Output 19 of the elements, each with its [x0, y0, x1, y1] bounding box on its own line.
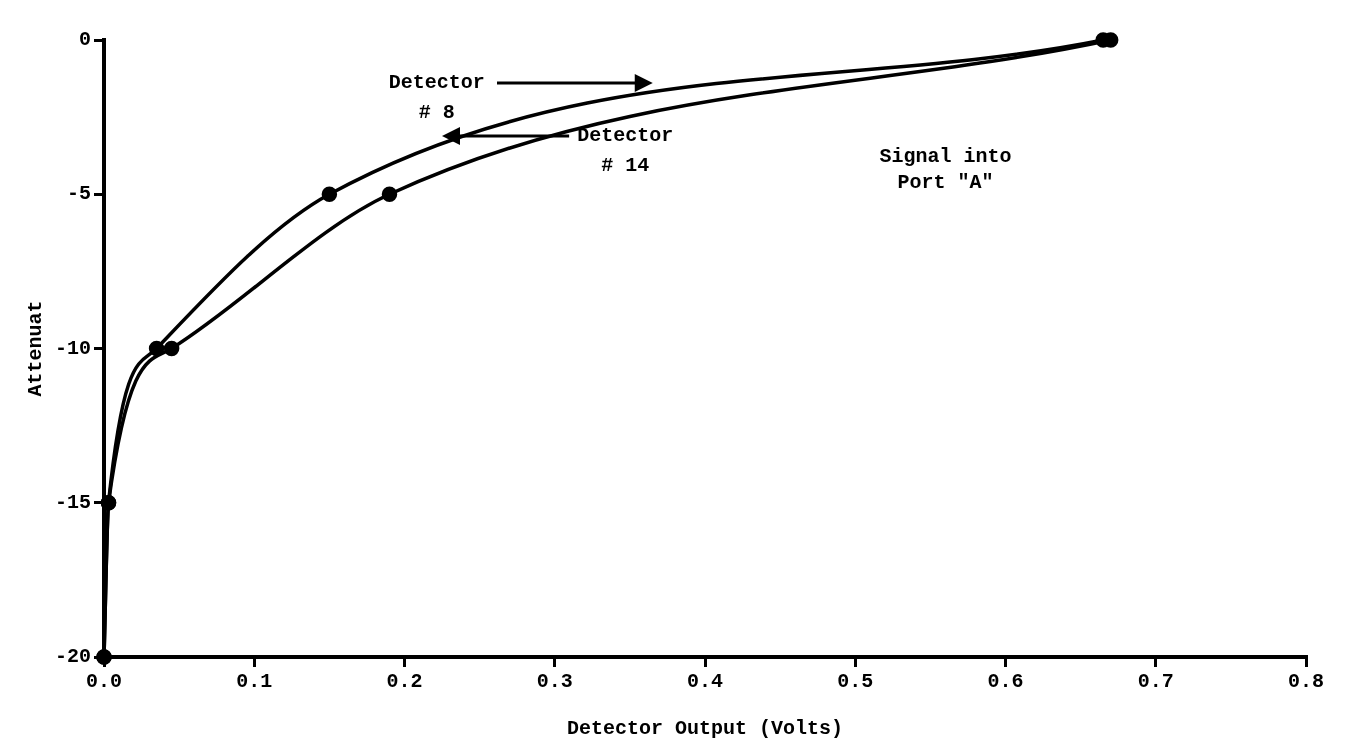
y-axis-title: Attenuat [24, 300, 48, 397]
x-axis-title: Detector Output (Volts) [566, 717, 844, 741]
x-tick-label: 0.5 [837, 670, 874, 694]
y-tick-label: -20 [54, 645, 92, 669]
x-tick-label: 0.3 [536, 670, 573, 694]
x-tick-label: 0.1 [236, 670, 273, 694]
x-tick-label: 0.7 [1137, 670, 1174, 694]
series-label: Detector # 14 [577, 123, 674, 177]
y-tick-label: 0 [78, 28, 92, 52]
y-tick-label: -15 [54, 490, 92, 514]
series-label: Detector # 8 [388, 71, 485, 125]
x-tick-label: 0.2 [386, 670, 423, 694]
y-tick-label: -5 [66, 182, 92, 206]
x-tick-label: 0.6 [987, 670, 1024, 694]
annotation: Signal into Port "A" [879, 145, 1012, 195]
y-tick-label: -10 [54, 336, 92, 360]
x-tick-label: 0.8 [1287, 670, 1325, 694]
x-tick-label: 0.0 [86, 670, 123, 694]
x-tick-label: 0.4 [687, 670, 724, 694]
